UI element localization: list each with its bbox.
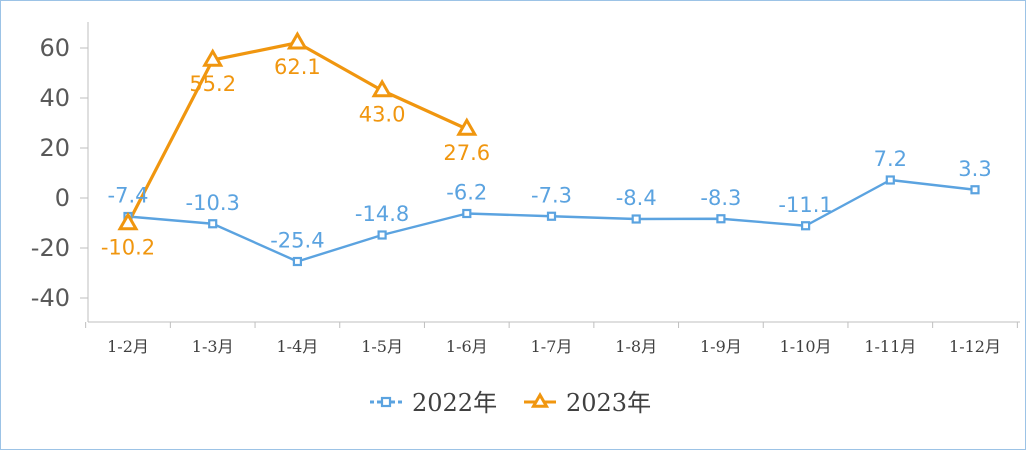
y-tick-label: 60 [39, 34, 70, 62]
x-tick-label: 1-8月 [615, 337, 657, 356]
y-tick-label: -20 [31, 234, 70, 262]
data-point [885, 175, 895, 185]
data-label: -8.3 [700, 186, 741, 210]
data-label: -10.2 [101, 236, 155, 260]
data-point [202, 48, 224, 67]
data-point [970, 185, 980, 195]
y-tick-label: 20 [39, 134, 70, 162]
data-label: -25.4 [270, 229, 324, 253]
x-tick-label: 1-12月 [949, 337, 1001, 356]
data-label: 43.0 [359, 103, 406, 127]
data-point [377, 230, 387, 240]
y-tick-label: -40 [31, 284, 70, 312]
data-point [800, 221, 811, 231]
x-tick-label: 1-9月 [700, 337, 742, 356]
data-point [716, 214, 726, 224]
data-point [371, 78, 393, 98]
x-tick-label: 1-11月 [864, 337, 916, 356]
axes [80, 22, 1020, 328]
data-label: -7.3 [531, 183, 572, 207]
x-tick-label: 1-2月 [107, 337, 149, 356]
x-tick-label: 1-10月 [780, 337, 832, 356]
x-tick-label: 1-6月 [446, 337, 488, 356]
data-label: -6.2 [446, 181, 487, 205]
data-label: 55.2 [189, 72, 236, 96]
legend-marker [380, 396, 392, 408]
x-tick-label: 1-5月 [361, 337, 403, 356]
y-tick-label: 0 [55, 184, 70, 212]
legend-marker [530, 391, 550, 408]
x-tick-labels: 1-2月 1-3月 1-4月 1-5月 1-6月 1-7月 1-8月 1-9月 1-10月 1-1… [107, 337, 1001, 356]
data-point [117, 211, 139, 231]
data-label: -10.3 [186, 191, 240, 215]
data-label: 7.2 [874, 147, 907, 171]
legend: 2022年 2023年 [370, 389, 651, 417]
x-tick-label: 1-3月 [192, 337, 234, 356]
y-tick-label: 40 [39, 84, 70, 112]
series-lines [126, 41, 976, 263]
data-point [462, 208, 472, 219]
data-point [286, 31, 308, 50]
data-label: 62.1 [274, 55, 321, 79]
legend-label: 2023年 [566, 389, 651, 417]
data-label: -11.1 [778, 193, 832, 217]
y-tick-labels: 60 40 20 0 -20 -40 [31, 34, 70, 312]
x-tick-label: 1-4月 [277, 337, 319, 356]
data-point [631, 214, 641, 224]
data-point [456, 117, 478, 136]
series-markers [117, 31, 980, 267]
data-label: 3.3 [958, 157, 991, 181]
legend-label: 2022年 [412, 389, 497, 417]
data-label: 27.6 [443, 141, 490, 165]
data-label: -7.4 [108, 184, 149, 208]
data-label: -8.4 [616, 186, 657, 210]
data-point [208, 219, 218, 229]
data-label: -14.8 [355, 202, 409, 226]
x-tick-label: 1-7月 [531, 337, 573, 356]
data-point [546, 211, 557, 221]
data-labels: -7.4 -10.3 -25.4 -14.8 -6.2 -7.3 -8.4 -8.3 -11.1… [101, 55, 992, 260]
data-point [292, 256, 302, 267]
